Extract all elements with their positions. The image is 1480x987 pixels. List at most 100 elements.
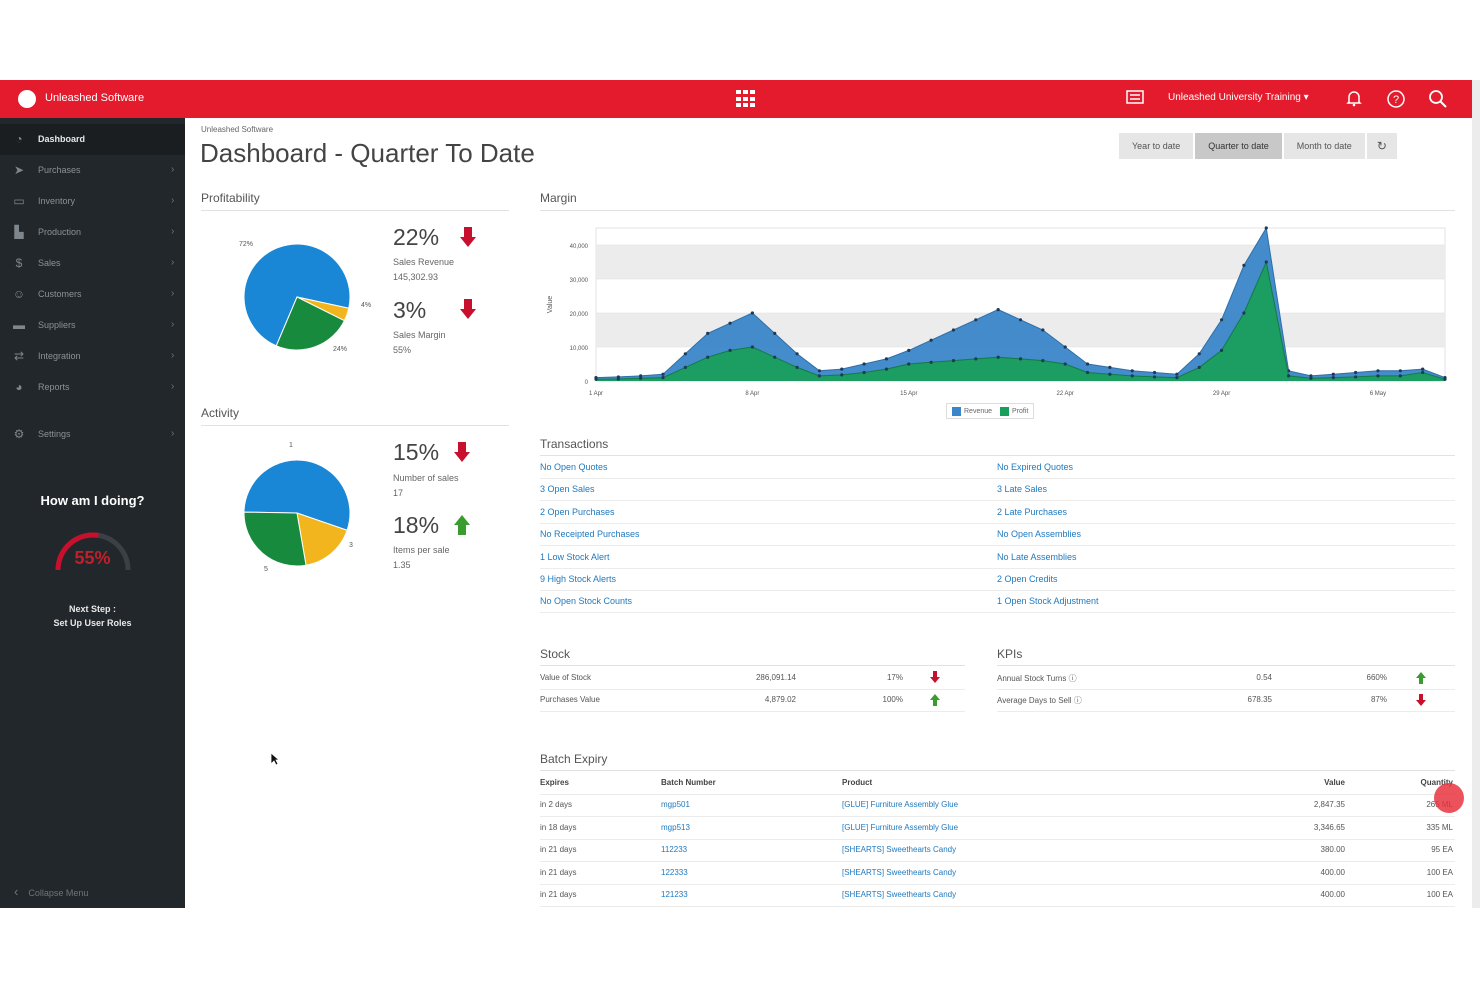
cell-product[interactable]: [SHEARTS] Sweethearts Candy [842,867,957,877]
transaction-link[interactable]: 3 Late Sales [997,484,1048,495]
arrow-down-icon [930,671,940,683]
sales-icon: $ [15,256,23,270]
news-icon[interactable] [1125,89,1145,109]
logo-icon[interactable] [18,90,36,108]
batch-expiry-title: Batch Expiry [540,752,608,766]
divider [540,665,965,666]
scrollbar[interactable] [1472,80,1480,908]
transaction-link[interactable]: No Open Quotes [540,462,608,472]
transaction-link[interactable]: 2 Open Purchases [540,506,615,517]
chevron-right-icon: › [171,350,175,361]
chat-support-button[interactable] [1434,783,1464,813]
arrow-down-icon [454,442,470,462]
next-step[interactable]: Next Step : Set Up User Roles [0,602,185,630]
chevron-left-icon: ‹ [14,884,19,899]
chevron-right-icon: › [171,195,175,206]
pie-label: 3 [349,542,353,549]
sidebar-item-production[interactable]: ▙ Production › [0,217,185,248]
sidebar-item-suppliers[interactable]: ▬ Suppliers › [0,310,185,341]
sidebar-item-inventory[interactable]: ▭ Inventory › [0,186,185,217]
next-step-action[interactable]: Set Up User Roles [53,618,132,628]
profit-point [1063,362,1067,366]
profit-point [996,355,1000,359]
transaction-link[interactable]: No Expired Quotes [997,462,1074,472]
profit-point [862,370,866,375]
quarter-to-date-button[interactable]: Quarter to date [1195,133,1282,159]
sidebar-item-sales[interactable]: $ Sales › [0,248,185,279]
cell-product[interactable]: [SHEARTS] Sweethearts Candy [842,890,957,899]
transaction-link[interactable]: 2 Late Purchases [997,506,1068,517]
search-icon[interactable] [1428,89,1448,109]
cell-batch-number[interactable]: 112233 [661,845,688,854]
month-to-date-button[interactable]: Month to date [1283,133,1365,159]
cell-value: 380.00 [1320,845,1345,854]
sales-margin-label: Sales Margin [393,330,446,340]
column-header-expires[interactable]: Expires [540,778,569,787]
profit-point [795,365,799,369]
column-header-quantity[interactable]: Quantity [1420,778,1453,787]
year-to-date-button[interactable]: Year to date [1119,133,1194,159]
revenue-point [1264,226,1268,230]
profit-point [1421,370,1425,375]
cell-product[interactable]: [SHEARTS] Sweethearts Candy [842,845,957,854]
cell-batch-number[interactable]: mgp513 [661,822,690,832]
help-icon[interactable]: ? [1386,89,1406,109]
legend-item-profit[interactable]: Profit [1000,406,1028,416]
cell-batch-number[interactable]: mgp501 [661,800,690,809]
legend-item-revenue[interactable]: Revenue [952,406,992,416]
profit-point [1309,376,1313,380]
y-tick-label: 10,000 [570,346,589,352]
brand-name[interactable]: Unleashed Software [45,92,145,104]
dashboard-icon: ◔ [15,132,23,146]
transaction-link[interactable]: No Late Assemblies [997,551,1077,562]
cell-product[interactable]: [GLUE] Furniture Assembly Glue [842,800,959,809]
cell-batch-number[interactable]: 122333 [661,867,688,877]
sidebar-item-integration[interactable]: ⇄ Integration › [0,341,185,372]
account-menu[interactable]: Unleashed University Training ▾ [1168,92,1309,103]
collapse-menu-button[interactable]: ‹ Collapse Menu [14,884,88,899]
purchases-icon: ➤ [13,163,25,177]
profit-point [1376,374,1380,378]
cell-batch-number[interactable]: 121233 [661,890,688,899]
row-divider [540,861,1455,862]
transaction-link[interactable]: 1 Low Stock Alert [540,551,610,562]
transaction-link[interactable]: 2 Open Credits [997,574,1058,584]
sales-revenue-label: Sales Revenue [393,257,455,267]
revenue-point [996,308,1000,312]
cell-expires: in 21 days [540,890,577,899]
column-header-batch-number[interactable]: Batch Number [661,778,716,787]
sidebar-item-settings[interactable]: ⚙ Settings › [0,419,185,450]
activity-title: Activity [201,406,240,420]
sidebar-item-purchases[interactable]: ➤ Purchases › [0,155,185,186]
transaction-link[interactable]: 1 Open Stock Adjustment [997,596,1099,607]
divider [540,770,1455,771]
arrow-down-icon [460,227,476,247]
column-header-product[interactable]: Product [842,778,873,787]
stock-value: 4,879.02 [764,695,796,704]
revenue-point [1398,369,1402,373]
bell-icon[interactable] [1344,89,1364,109]
row-divider [540,612,1455,614]
profit-point [884,367,889,371]
sidebar-item-dashboard[interactable]: ◔ Dashboard [0,124,185,155]
kpi-value: 0.54 [1256,673,1272,682]
sidebar-item-label: Dashboard [38,134,86,144]
refresh-icon[interactable]: ↻ [1366,133,1397,159]
transaction-link[interactable]: No Open Stock Counts [540,596,633,607]
sidebar-item-reports[interactable]: ◕ Reports › [0,372,185,403]
x-tick-label: 6 May [1370,391,1386,397]
transaction-link[interactable]: 9 High Stock Alerts [540,574,617,584]
chevron-right-icon: › [171,381,175,392]
profit-point [951,359,956,363]
breadcrumb[interactable]: Unleashed Software [201,125,274,134]
profit-point [1398,374,1402,378]
transaction-link[interactable]: No Receipted Purchases [540,529,640,540]
pie-slice [243,243,351,347]
production-icon: ▙ [14,225,24,239]
apps-grid-icon[interactable] [736,90,756,108]
sidebar-item-customers[interactable]: ☺ Customers › [0,279,185,310]
cell-product[interactable]: [GLUE] Furniture Assembly Glue [842,822,959,832]
column-header-value[interactable]: Value [1324,778,1345,787]
transaction-link[interactable]: No Open Assemblies [997,529,1082,540]
transaction-link[interactable]: 3 Open Sales [540,484,595,495]
